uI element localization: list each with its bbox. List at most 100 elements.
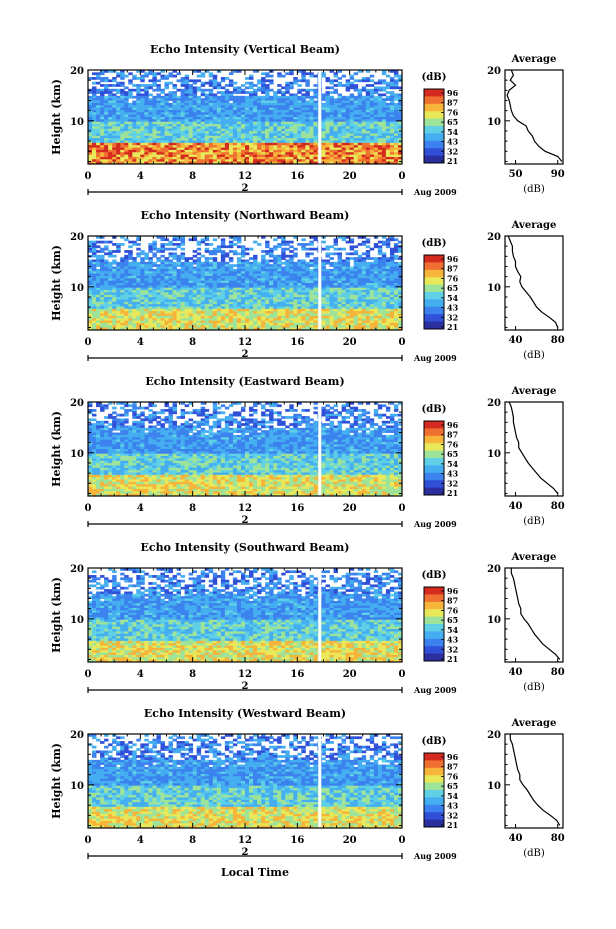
heatmap-cell	[104, 128, 109, 132]
heatmap-cell	[132, 308, 137, 312]
heatmap-cell	[357, 268, 363, 272]
heatmap-cell	[204, 250, 210, 253]
heatmap-cell	[325, 156, 330, 160]
heatmap-cell	[305, 152, 310, 155]
heatmap-cell	[216, 156, 222, 160]
heatmap-cell	[160, 304, 165, 307]
heatmap-cell	[208, 149, 214, 153]
heatmap-cell	[337, 107, 343, 111]
heatmap-cell	[144, 128, 149, 132]
heatmap-cell	[100, 152, 105, 155]
heatmap-cell	[361, 109, 367, 113]
heatmap-cell	[204, 294, 210, 298]
heatmap-cell	[357, 297, 363, 300]
heatmap-cell	[333, 142, 338, 146]
heatmap-cell	[269, 292, 274, 296]
heatmap-cell	[293, 159, 298, 163]
heatmap-cell	[289, 311, 294, 314]
heatmap-cell	[228, 81, 234, 85]
heatmap-cell	[172, 121, 177, 125]
heatmap-cell	[88, 294, 93, 298]
heatmap-cell	[385, 306, 391, 310]
heatmap-cell	[144, 102, 149, 106]
heatmap-cell	[269, 154, 274, 158]
heatmap-cell	[224, 297, 230, 300]
heatmap-cell	[305, 264, 310, 267]
heatmap-cell	[216, 268, 222, 272]
heatmap-cell	[140, 285, 145, 289]
heatmap-cell	[285, 154, 290, 158]
heatmap-cell	[224, 280, 230, 284]
heatmap-cell	[257, 285, 262, 289]
heatmap-cell	[385, 238, 391, 242]
heatmap-cell	[349, 161, 355, 165]
heatmap-cell	[104, 285, 109, 289]
heatmap-cell	[389, 259, 395, 263]
heatmap-cell	[269, 275, 274, 279]
heatmap-cell	[196, 131, 202, 134]
heatmap-cell	[188, 128, 194, 132]
heatmap-cell	[333, 297, 338, 300]
heatmap-cell	[116, 156, 121, 160]
heatmap-cell	[92, 254, 97, 258]
heatmap-cell	[277, 259, 282, 263]
heatmap-cell	[397, 79, 403, 83]
heatmap-cell	[176, 245, 181, 249]
heatmap-cell	[160, 285, 165, 289]
heatmap-cell	[204, 152, 210, 155]
heatmap-cell	[96, 135, 101, 139]
heatmap-cell	[397, 297, 403, 300]
heatmap-cell	[112, 154, 117, 158]
heatmap-cell	[104, 161, 109, 165]
heatmap-cell	[249, 264, 254, 267]
heatmap-cell	[309, 138, 314, 141]
heatmap-cell	[128, 128, 133, 132]
heatmap-cell	[377, 287, 383, 291]
heatmap-cell	[128, 311, 133, 314]
heatmap-cell	[204, 138, 210, 141]
heatmap-cell	[212, 98, 218, 101]
heatmap-cell	[180, 311, 186, 314]
heatmap-cell	[132, 311, 137, 314]
heatmap-cell	[96, 124, 101, 127]
heatmap-cell	[325, 297, 330, 300]
heatmap-cell	[249, 77, 254, 80]
heatmap-cell	[365, 119, 371, 123]
heatmap-cell	[349, 124, 355, 127]
heatmap-cell	[337, 273, 343, 277]
heatmap-cell	[108, 107, 113, 111]
heatmap-cell	[301, 301, 306, 305]
heatmap-cell	[168, 124, 173, 127]
heatmap-cell	[168, 308, 173, 312]
heatmap-cell	[253, 112, 258, 116]
heatmap-cell	[365, 100, 371, 104]
heatmap-cell	[309, 275, 314, 279]
heatmap-cell	[293, 271, 298, 274]
heatmap-cell	[245, 297, 250, 300]
heatmap-cell	[381, 266, 387, 270]
heatmap-cell	[212, 247, 218, 251]
heatmap-cell	[337, 105, 343, 108]
heatmap-cell	[104, 283, 109, 286]
heatmap-cell	[176, 152, 181, 155]
heatmap-cell	[144, 117, 149, 120]
heatmap-cell	[381, 70, 387, 73]
heatmap-cell	[333, 126, 338, 130]
heatmap-cell	[341, 308, 347, 312]
heatmap-cell	[393, 98, 399, 101]
heatmap-cell	[301, 161, 306, 165]
heatmap-cell	[365, 140, 371, 144]
heatmap-cell	[377, 304, 383, 307]
heatmap-cell	[136, 98, 141, 101]
heatmap-cell	[184, 264, 190, 267]
heatmap-cell	[273, 126, 278, 130]
heatmap-cell	[236, 95, 242, 99]
heatmap-cell	[236, 287, 242, 291]
heatmap-cell	[345, 240, 351, 244]
heatmap-cell	[152, 149, 157, 153]
heatmap-cell	[208, 294, 214, 298]
heatmap-cell	[269, 109, 274, 113]
heatmap-cell	[365, 245, 371, 249]
heatmap-cell	[285, 268, 290, 272]
heatmap-cell	[140, 278, 145, 282]
